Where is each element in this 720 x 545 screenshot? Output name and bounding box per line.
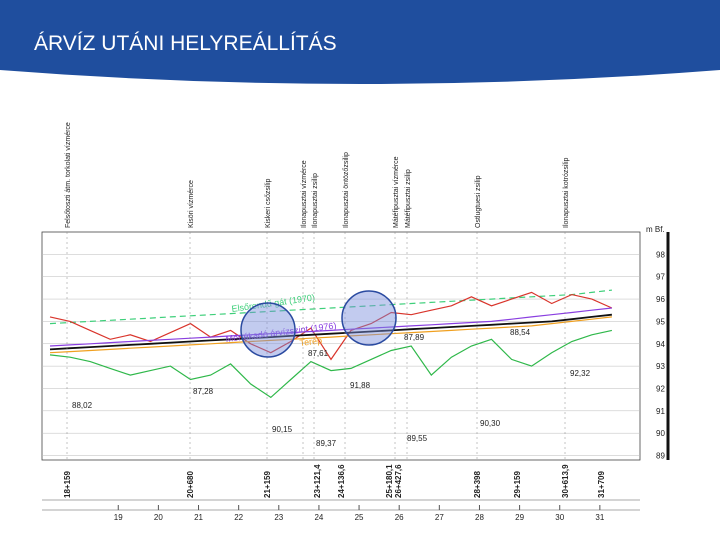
y-tick-label: 94 bbox=[656, 340, 665, 349]
series-line bbox=[49, 291, 613, 361]
station-label: 26+427,6 bbox=[394, 464, 403, 498]
station-label: 30+613,9 bbox=[561, 464, 570, 498]
y-tick-label: 97 bbox=[656, 273, 665, 282]
highlight-circle bbox=[240, 302, 296, 358]
structure-label: Ilonapusztai kotrózsilip bbox=[563, 157, 570, 228]
elevation-label: 88,54 bbox=[510, 328, 531, 337]
y-axis-label: m Bf. bbox=[646, 225, 665, 234]
x-tick-label: 27 bbox=[435, 513, 444, 522]
x-tick-label: 25 bbox=[355, 513, 364, 522]
x-tick-label: 21 bbox=[194, 513, 203, 522]
structure-label: Ilonapusztai zsilip bbox=[312, 173, 319, 228]
structure-label: Ilonapusztai vízmérce bbox=[301, 160, 308, 228]
elevation-label: 87,28 bbox=[193, 387, 214, 396]
y-tick-label: 96 bbox=[656, 295, 665, 304]
elevation-label: 89,37 bbox=[316, 439, 337, 448]
x-tick-label: 22 bbox=[234, 513, 243, 522]
y-tick-label: 91 bbox=[656, 407, 665, 416]
station-label: 21+159 bbox=[263, 471, 272, 498]
elevation-label: 89,55 bbox=[407, 434, 428, 443]
structure-label: Ilonapusztai öntözőzsilip bbox=[343, 152, 350, 228]
header-banner bbox=[0, 0, 720, 84]
elevation-label: 88,02 bbox=[72, 401, 93, 410]
station-label: 20+680 bbox=[186, 471, 195, 498]
station-label: 23+121,4 bbox=[313, 464, 322, 498]
structure-label: Ostlugtuesi zsilip bbox=[475, 175, 482, 228]
plot-frame bbox=[41, 231, 641, 461]
x-tick-label: 29 bbox=[515, 513, 524, 522]
series-line bbox=[49, 316, 612, 354]
series-label: Terep bbox=[299, 335, 323, 348]
station-label: 31+709 bbox=[597, 471, 606, 498]
highlight-circle bbox=[341, 290, 397, 346]
structure-label: Mátéfipusztai vízmérce bbox=[393, 156, 400, 228]
elevation-label: 92,32 bbox=[570, 369, 591, 378]
station-label: 29+159 bbox=[513, 471, 522, 498]
series-line bbox=[49, 313, 612, 351]
x-tick-label: 19 bbox=[114, 513, 123, 522]
station-label: 18+159 bbox=[63, 471, 72, 498]
x-tick-label: 28 bbox=[475, 513, 484, 522]
elevation-label: 87,61 bbox=[308, 349, 329, 358]
structure-label: Kiskeri csőzsilip bbox=[265, 178, 272, 228]
series-line bbox=[49, 307, 612, 347]
y-tick-label: 89 bbox=[656, 452, 665, 461]
y-tick-label: 95 bbox=[656, 317, 665, 326]
series-line bbox=[49, 289, 612, 325]
y-tick-label: 90 bbox=[656, 429, 665, 438]
x-tick-label: 20 bbox=[154, 513, 163, 522]
y-tick-label: 92 bbox=[656, 384, 665, 393]
station-label: 25+180,1 bbox=[385, 464, 394, 498]
structure-label: Mátéfipusztai zsilip bbox=[405, 169, 412, 228]
y-tick-label: 93 bbox=[656, 362, 665, 371]
x-tick-label: 31 bbox=[595, 513, 604, 522]
x-tick-label: 30 bbox=[555, 513, 564, 522]
station-label: 24+136,6 bbox=[337, 464, 346, 498]
structure-label: Kisöri vízmérce bbox=[188, 180, 195, 228]
elevation-label: 90,15 bbox=[272, 425, 293, 434]
elevation-label: 90,30 bbox=[480, 419, 501, 428]
y-tick-label: 98 bbox=[656, 250, 665, 259]
elevation-label: 87,89 bbox=[404, 333, 425, 342]
station-label: 28+398 bbox=[473, 471, 482, 498]
structure-label: Felsőtoszti átm. torkolati vízmérce bbox=[65, 122, 72, 228]
x-tick-label: 26 bbox=[395, 513, 404, 522]
x-tick-label: 23 bbox=[274, 513, 283, 522]
slide-title: ÁRVÍZ UTÁNI HELYREÁLLÍTÁS bbox=[34, 32, 337, 55]
series-line bbox=[49, 329, 613, 399]
x-tick-label: 24 bbox=[314, 513, 323, 522]
elevation-label: 91,88 bbox=[350, 381, 371, 390]
